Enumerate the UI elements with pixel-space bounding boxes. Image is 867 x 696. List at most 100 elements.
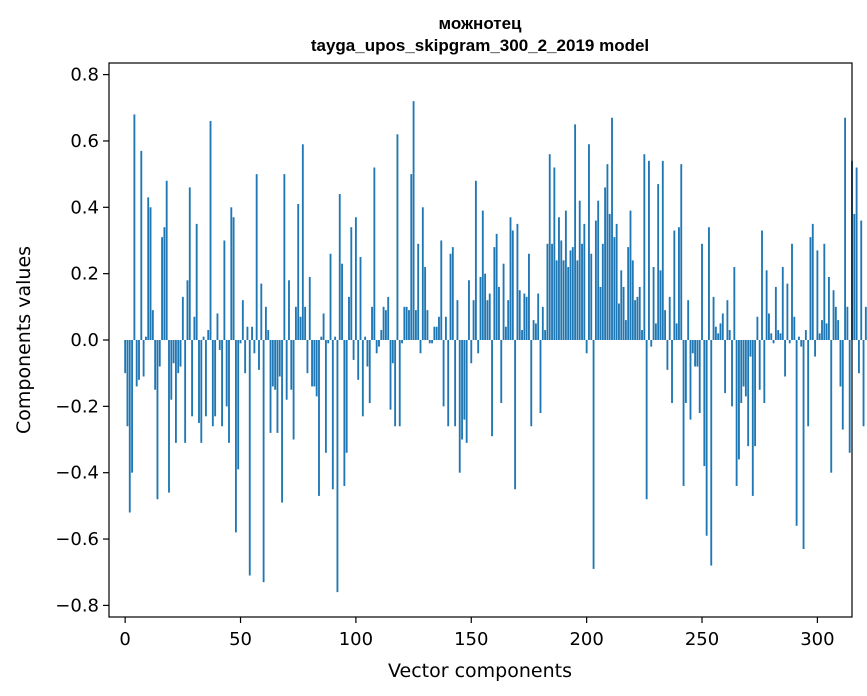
bar xyxy=(364,336,367,340)
bar xyxy=(608,213,611,340)
bar xyxy=(320,336,323,340)
bar xyxy=(230,207,233,340)
bar xyxy=(756,316,759,340)
bar xyxy=(747,340,750,447)
bar xyxy=(641,330,643,340)
bar xyxy=(588,144,590,340)
y-tick-label: 0.2 xyxy=(70,264,99,285)
bar xyxy=(786,283,789,340)
bar xyxy=(211,340,214,427)
bar xyxy=(710,340,713,566)
plot-frame xyxy=(108,62,853,618)
bar xyxy=(271,340,274,387)
y-tick-label: −0.8 xyxy=(55,595,99,616)
bar xyxy=(516,223,519,340)
y-tick-label: −0.2 xyxy=(55,396,99,417)
bar xyxy=(636,296,639,340)
y-axis-ticks: −0.8 −0.6 −0.4 −0.2 0.0 0.2 0.4 0.6 0.8 xyxy=(55,65,109,616)
bar xyxy=(576,260,579,340)
bar xyxy=(650,340,653,347)
bar xyxy=(740,340,743,404)
bar xyxy=(198,340,200,423)
bar xyxy=(311,340,313,387)
bar xyxy=(181,296,184,340)
bar xyxy=(638,286,641,340)
bar xyxy=(447,340,450,427)
bar xyxy=(500,340,503,404)
bar xyxy=(341,263,343,340)
bar xyxy=(853,213,856,340)
bar xyxy=(798,336,800,340)
bar xyxy=(763,340,766,404)
bar xyxy=(708,227,710,340)
bar xyxy=(484,273,487,340)
bar xyxy=(481,210,484,340)
bar xyxy=(281,340,283,503)
bar xyxy=(749,340,752,357)
bar xyxy=(366,340,369,367)
bar xyxy=(774,286,777,340)
bar xyxy=(807,340,810,427)
bar xyxy=(431,340,433,344)
bar xyxy=(751,340,754,496)
bar xyxy=(696,340,699,367)
bar xyxy=(424,267,427,340)
bar xyxy=(465,340,468,443)
bar xyxy=(138,340,140,380)
bar xyxy=(267,330,270,340)
bar xyxy=(791,243,793,340)
bar xyxy=(823,243,826,340)
bar xyxy=(248,340,251,576)
bar xyxy=(528,253,530,340)
bar xyxy=(724,340,727,394)
bar xyxy=(862,340,865,427)
bar xyxy=(472,300,475,340)
bar xyxy=(354,217,357,340)
bar xyxy=(193,316,196,340)
bar xyxy=(523,293,526,340)
bar xyxy=(571,247,574,340)
bar xyxy=(666,340,669,370)
bar xyxy=(564,210,567,340)
bar xyxy=(846,306,849,340)
bar xyxy=(834,306,837,340)
x-tick-label: 0 xyxy=(119,629,130,650)
bar xyxy=(234,340,237,533)
bar-series xyxy=(124,101,867,593)
bar xyxy=(306,340,309,374)
bar xyxy=(200,340,203,443)
bar xyxy=(668,296,671,340)
bar xyxy=(244,340,247,374)
bar xyxy=(604,187,607,340)
bar xyxy=(594,220,597,340)
bar xyxy=(768,313,770,340)
bar xyxy=(809,237,812,340)
bar xyxy=(558,217,560,340)
bar xyxy=(714,326,717,340)
bar xyxy=(449,253,452,340)
bar xyxy=(294,306,297,340)
bar xyxy=(382,306,385,340)
bar xyxy=(553,167,556,340)
bar xyxy=(216,313,219,340)
bar xyxy=(784,340,787,377)
bar xyxy=(733,267,736,340)
bar xyxy=(606,164,609,340)
bar xyxy=(389,340,392,410)
bar xyxy=(511,230,514,340)
bar xyxy=(151,310,154,340)
bar xyxy=(301,144,304,340)
bar xyxy=(278,340,281,377)
bar xyxy=(491,340,493,437)
bar xyxy=(177,340,180,374)
bar xyxy=(373,167,376,340)
bar xyxy=(378,340,380,347)
bar xyxy=(541,306,544,340)
bar xyxy=(290,340,293,390)
bar xyxy=(461,340,463,440)
bar xyxy=(128,340,131,513)
bar xyxy=(322,313,325,340)
bar xyxy=(502,263,505,340)
bar xyxy=(359,257,362,340)
bar xyxy=(684,340,687,404)
